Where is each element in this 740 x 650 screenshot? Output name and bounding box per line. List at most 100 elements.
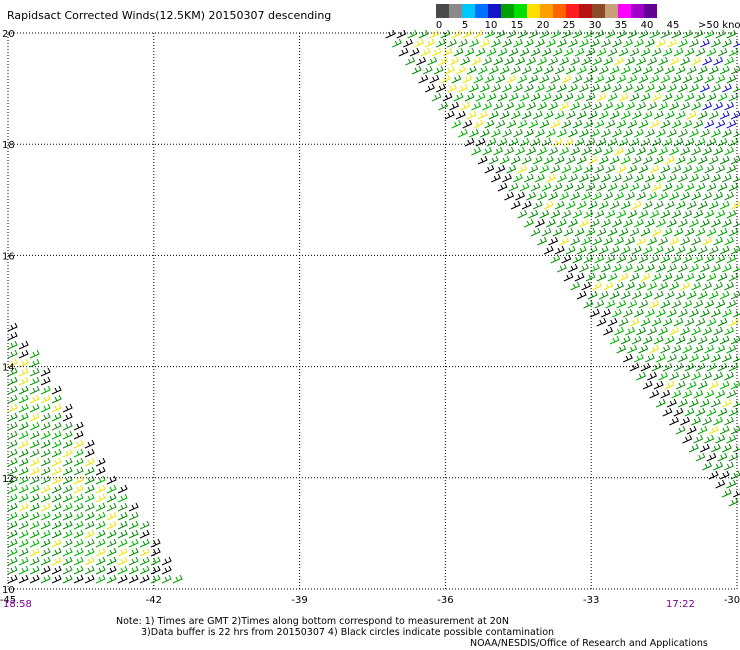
wind-barb [385, 29, 396, 39]
wind-barb [651, 362, 662, 372]
wind-barb [702, 236, 713, 246]
wind-barb [554, 155, 565, 165]
wind-barb [618, 137, 629, 147]
wind-barb [693, 299, 704, 309]
wind-barb [589, 263, 600, 273]
wind-barb [596, 137, 607, 147]
wind-barb [73, 547, 84, 557]
wind-barb [605, 254, 616, 264]
wind-barb [557, 173, 567, 183]
wind-barb [462, 74, 473, 84]
wind-barb [541, 92, 552, 102]
wind-barb [686, 335, 697, 345]
wind-barb [18, 349, 29, 359]
wind-barb [466, 65, 477, 75]
wind-barb [645, 128, 655, 138]
wind-barb [695, 47, 706, 57]
wind-barb [706, 452, 717, 462]
wind-barb [625, 191, 636, 201]
wind-barb [669, 281, 680, 291]
wind-barb [623, 38, 633, 48]
wind-barb [627, 29, 638, 39]
wind-barb [669, 371, 680, 381]
wind-barb [7, 385, 18, 395]
wind-barb [579, 128, 589, 138]
wind-barb [537, 56, 548, 66]
wind-barb [693, 434, 704, 444]
wind-barb [117, 574, 128, 584]
wind-barb [614, 56, 625, 66]
wind-barb [530, 227, 541, 237]
wind-barb [532, 65, 543, 75]
wind-barb [700, 83, 710, 93]
wind-barb [557, 38, 567, 48]
wind-barb [7, 484, 18, 494]
wind-barb [730, 245, 740, 255]
wind-barb [392, 38, 402, 48]
wind-barb [552, 182, 563, 192]
wind-barb [666, 263, 677, 273]
wind-barb [497, 137, 508, 147]
wind-barb [62, 520, 73, 530]
wind-barb [730, 425, 740, 435]
wind-barb [667, 173, 677, 183]
wind-barb [722, 83, 732, 93]
lon-tick-label: -36 [437, 595, 453, 606]
legend-tick-label: 40 [640, 20, 654, 31]
wind-barb [649, 344, 660, 354]
wind-barb [464, 47, 475, 57]
wind-barb [62, 430, 73, 440]
wind-barb [18, 529, 29, 539]
legend-swatch [475, 4, 488, 18]
wind-barb [95, 556, 106, 566]
wind-barb [708, 470, 719, 480]
wind-barb [451, 74, 462, 84]
wind-barb [622, 308, 633, 318]
wind-barb [719, 200, 730, 210]
wind-barb [601, 83, 611, 93]
wind-barb [7, 457, 18, 467]
wind-barb [675, 200, 686, 210]
wind-barb [488, 65, 499, 75]
wind-barb [697, 380, 708, 390]
wind-barb [425, 38, 435, 48]
wind-barb [726, 254, 737, 264]
wind-barb [398, 47, 409, 57]
wind-barb [583, 209, 594, 219]
wind-barb [699, 398, 710, 408]
wind-barb [717, 317, 728, 327]
legend-tick-label: 35 [614, 20, 628, 31]
wind-barb [691, 236, 702, 246]
lat-lon-grid [7, 32, 738, 590]
wind-barb [521, 200, 532, 210]
wind-barb [18, 511, 29, 521]
wind-barb [699, 353, 710, 363]
wind-barb [656, 128, 666, 138]
wind-barb [572, 29, 583, 39]
wind-barb [18, 394, 29, 404]
wind-barb [726, 29, 737, 39]
wind-barb [715, 209, 726, 219]
wind-barb [691, 191, 702, 201]
wind-barb [425, 83, 435, 93]
wind-barb [724, 191, 735, 201]
wind-barb [495, 29, 506, 39]
wind-barb [40, 565, 51, 575]
wind-barb [499, 155, 510, 165]
wind-barb [638, 209, 649, 219]
wind-barb [684, 317, 695, 327]
wind-barb [559, 236, 570, 246]
wind-barb [7, 448, 18, 458]
wind-barb [649, 389, 660, 399]
wind-barb [700, 218, 710, 228]
wind-barb [62, 493, 73, 503]
wind-barb [598, 290, 609, 300]
wind-barb [691, 101, 702, 111]
wind-barb [139, 520, 150, 530]
wind-barb [535, 218, 545, 228]
wind-barb [51, 421, 62, 431]
wind-barb [51, 412, 62, 422]
wind-barb [7, 331, 18, 341]
legend-swatch [579, 4, 592, 18]
wind-barb [585, 182, 596, 192]
